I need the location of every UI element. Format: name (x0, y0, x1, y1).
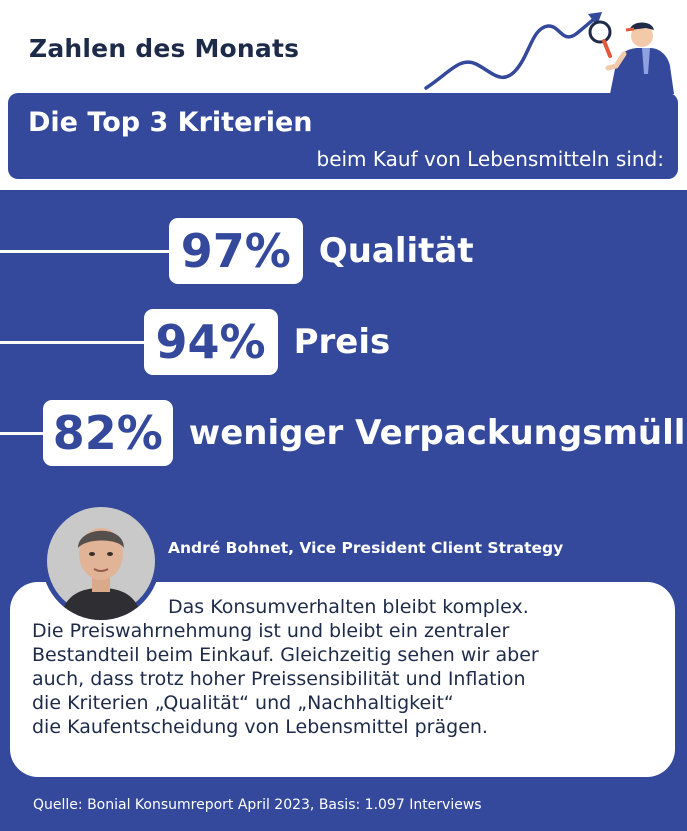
stat-label: Preis (293, 322, 391, 362)
trend-illustration-icon (424, 12, 674, 94)
stat-bar (0, 432, 47, 435)
quote-line: die Kaufentscheidung von Lebensmittel pr… (32, 716, 488, 738)
quote-box: Das Konsumverhalten bleibt komplex. Die … (10, 582, 675, 777)
person-icon (605, 22, 674, 94)
quote-text: Das Konsumverhalten bleibt komplex. Die … (32, 595, 682, 739)
author-avatar (42, 502, 160, 620)
quote-line: Bestandteil beim Einkauf. Gleichzeitig s… (32, 644, 539, 666)
portrait-icon (42, 502, 160, 620)
quote-line: auch, dass trotz hoher Preissensibilität… (32, 668, 526, 690)
quote-line: Die Preiswahrnehmung ist und bleibt ein … (32, 620, 510, 642)
header-title: Die Top 3 Kriterien (28, 107, 313, 138)
stat-value: 97% (168, 218, 303, 284)
quote-line: die Kriterien „Qualität“ und „Nachhaltig… (32, 692, 454, 714)
stat-bar (0, 341, 148, 344)
quote-line: Das Konsumverhalten bleibt komplex. (168, 596, 529, 618)
header-box: Die Top 3 Kriterien beim Kauf von Lebens… (8, 93, 678, 179)
stat-value: 82% (42, 400, 173, 466)
stat-value: 94% (143, 309, 278, 375)
source-note: Quelle: Bonial Konsumreport April 2023, … (33, 797, 482, 813)
header-subtitle: beim Kauf von Lebensmitteln sind: (316, 147, 665, 171)
page-title: Zahlen des Monats (29, 34, 300, 63)
stat-label: Qualität (318, 231, 474, 271)
stat-label: weniger Verpackungsmüll (188, 413, 686, 453)
stat-bar (0, 250, 173, 253)
quote-author: André Bohnet, Vice President Client Stra… (168, 539, 564, 557)
magnifier-icon (588, 20, 612, 58)
